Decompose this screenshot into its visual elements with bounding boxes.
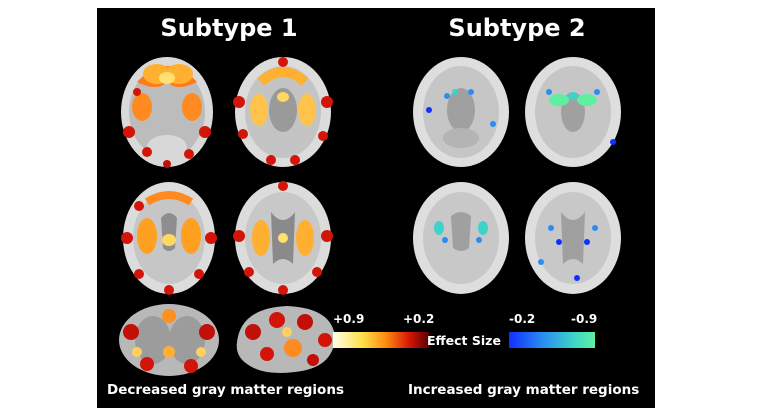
- subtype1-title: Subtype 1: [160, 14, 298, 42]
- left-caption: Decreased gray matter regions: [107, 382, 344, 398]
- subtype2-axial-slice-4: [525, 182, 621, 294]
- subtype1-inferior-surface-render: [119, 304, 219, 376]
- warm-colorbar: [333, 332, 429, 348]
- cool-colorbar-max-label: -0.9: [571, 312, 598, 326]
- subtype2-axial-slice-2: [525, 57, 621, 167]
- colorbar-title: Effect Size: [427, 333, 501, 348]
- right-caption: Increased gray matter regions: [408, 382, 640, 398]
- figure-panel: Subtype 1 Subtype 2: [97, 8, 655, 408]
- subtype2-axial-slice-3: [413, 182, 509, 294]
- warm-colorbar-min-label: +0.9: [333, 312, 365, 326]
- subtype1-axial-slice-4: [233, 181, 333, 295]
- subtype1-axial-slice-1: [121, 57, 213, 168]
- subtype2-axial-slice-1: [413, 57, 509, 167]
- cool-colorbar: [509, 332, 595, 348]
- subtype1-axial-slice-2: [233, 57, 333, 167]
- warm-colorbar-max-label: +0.2: [403, 312, 435, 326]
- cool-colorbar-min-label: -0.2: [509, 312, 536, 326]
- subtype2-title: Subtype 2: [448, 14, 586, 42]
- subtype1-axial-slice-3: [121, 182, 217, 295]
- subtype1-lateral-surface-render: [236, 306, 335, 373]
